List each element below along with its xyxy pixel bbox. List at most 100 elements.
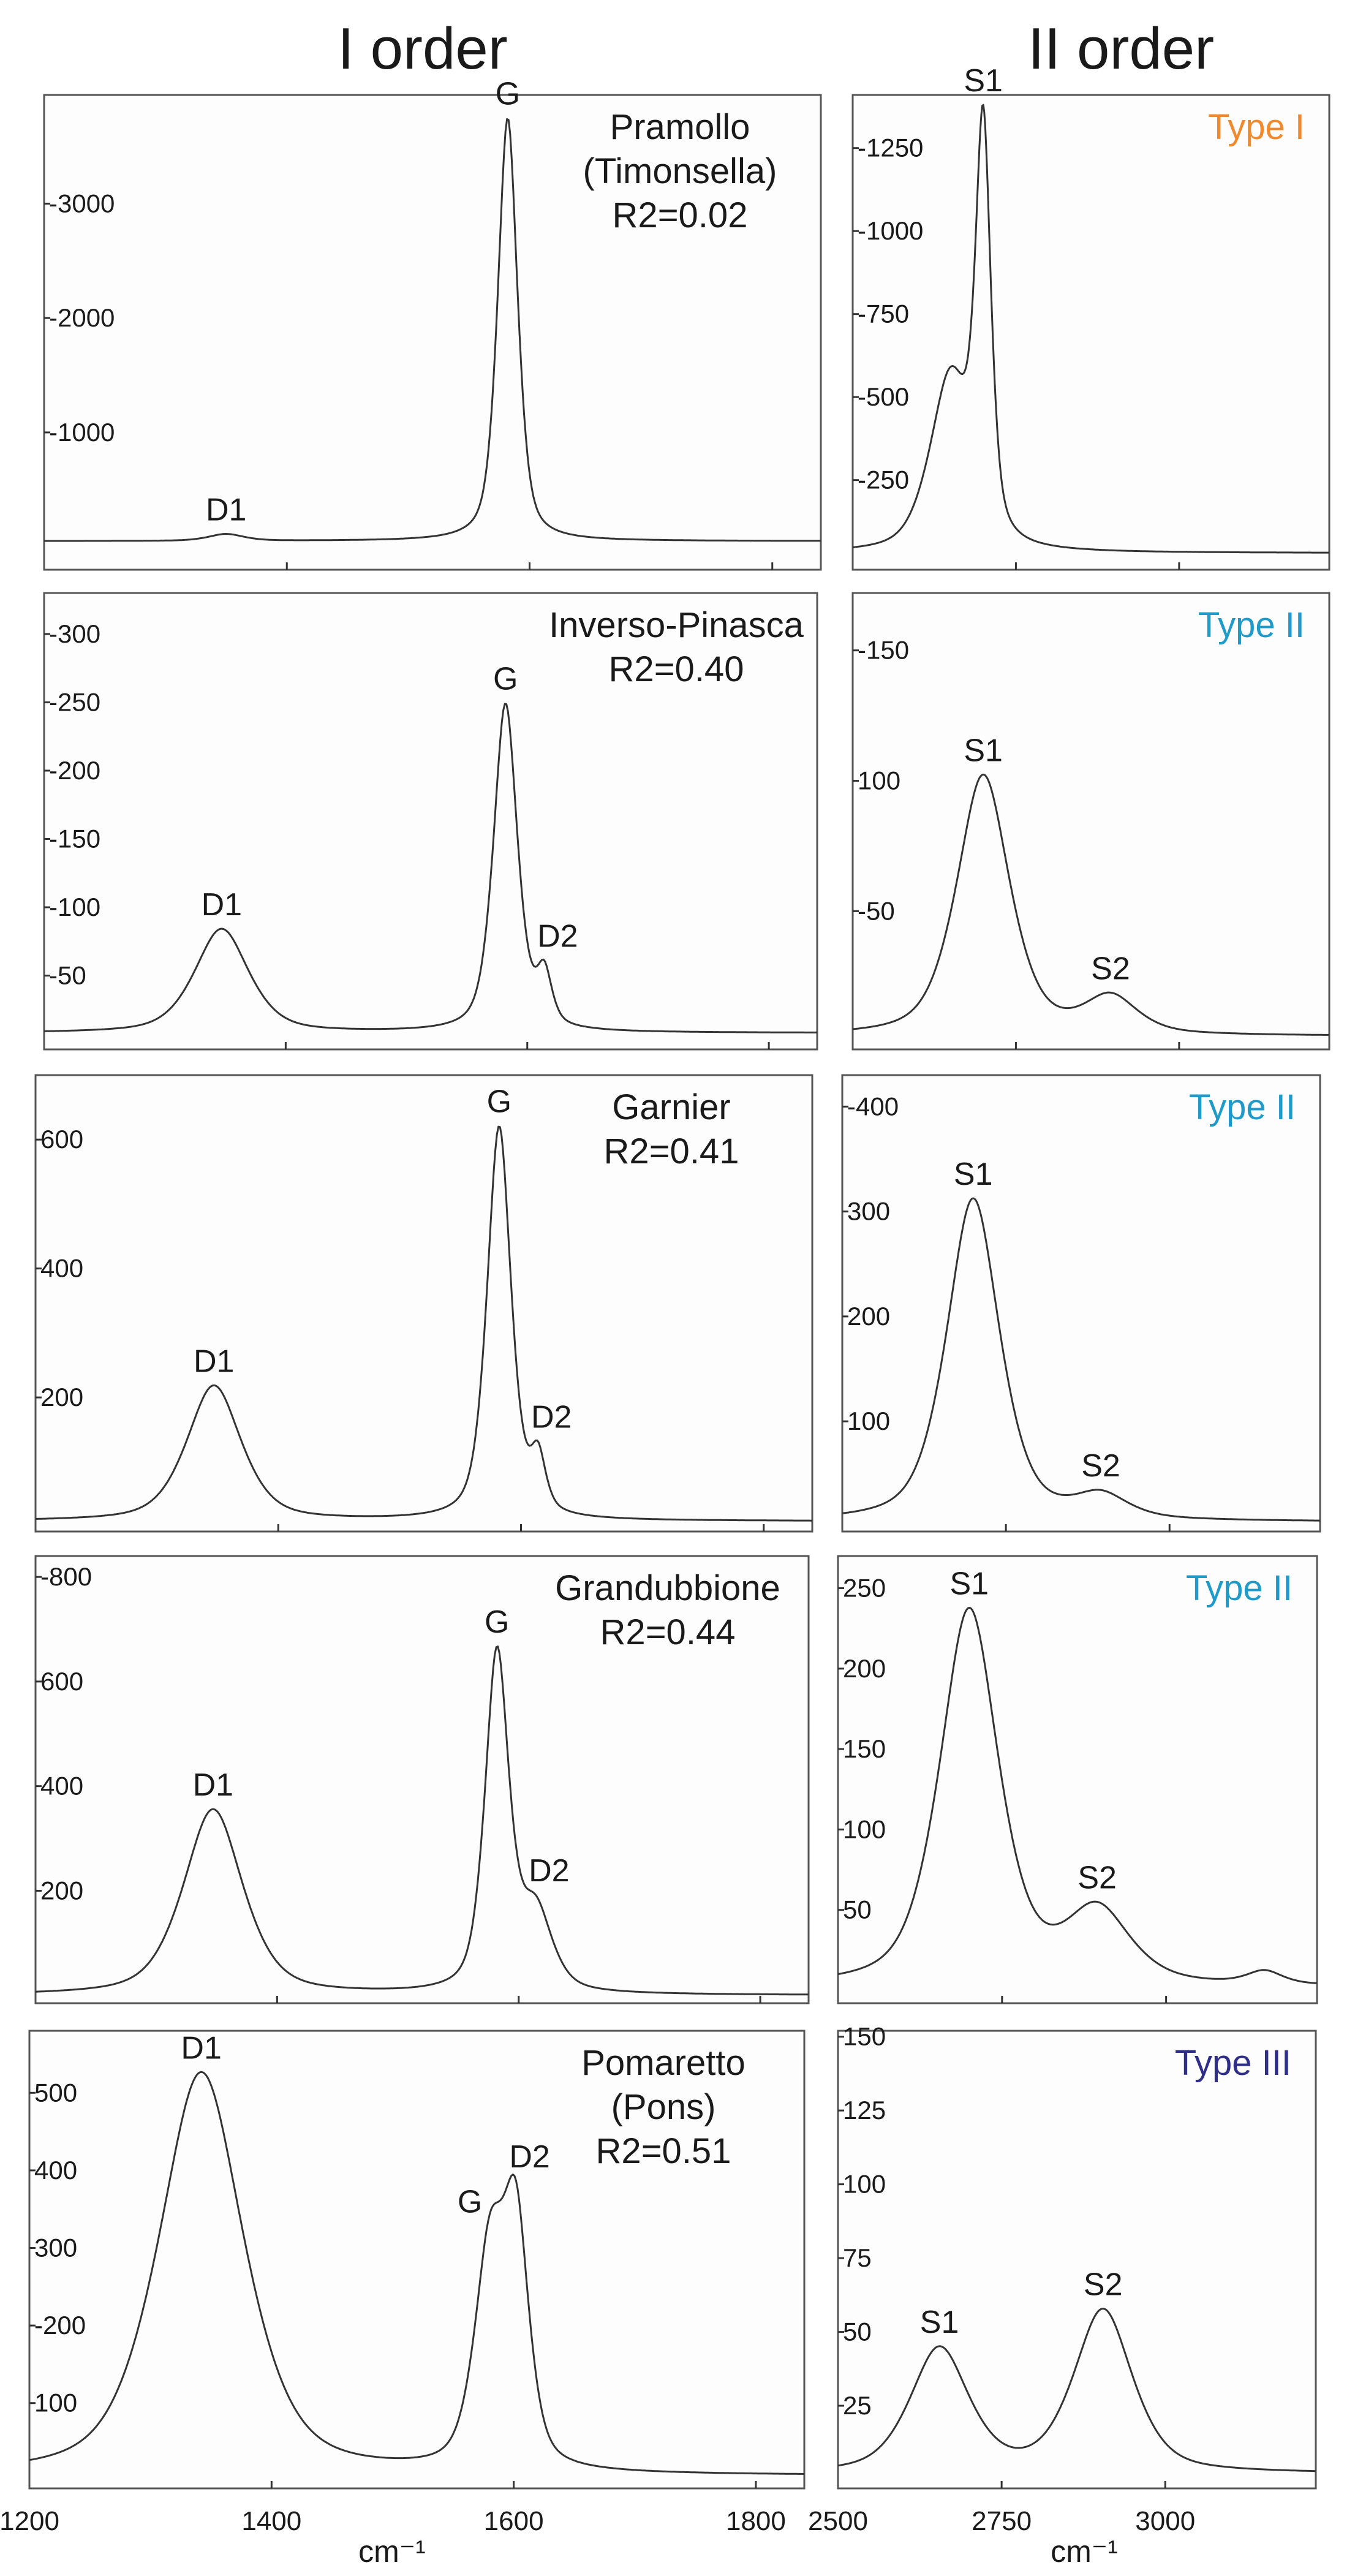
panel-frame	[851, 592, 1330, 1051]
y-tick-label: -1000	[49, 418, 115, 447]
spectrum-line	[43, 703, 817, 1033]
x-tick-label-left: 1800	[726, 2506, 786, 2536]
sample-name: Grandubbione	[555, 1568, 780, 1608]
peak-label-s2: S2	[1078, 1860, 1117, 1896]
panel-frame	[43, 592, 818, 1051]
sample-name: (Timonsella)	[583, 151, 777, 191]
r2-value: R2=0.44	[600, 1612, 736, 1652]
r2-value: R2=0.40	[609, 649, 744, 689]
x-unit-right: cm⁻¹	[1051, 2534, 1118, 2569]
y-tick-label: -800	[40, 1562, 92, 1591]
y-tick-label: -200	[34, 2311, 86, 2340]
peak-label-g: G	[493, 662, 518, 697]
peak-label-d2: D2	[537, 918, 578, 954]
peak-label-g: G	[487, 1084, 511, 1120]
y-tick-label: -1250	[858, 134, 923, 162]
spectrum-line	[852, 773, 1330, 1036]
spectrum-line	[44, 118, 821, 542]
spectrum-line	[29, 2071, 805, 2475]
panel-frame	[837, 2030, 1317, 2490]
sample-name: (Pons)	[611, 2087, 716, 2127]
type-label: Type II	[1186, 1568, 1293, 1608]
y-tick-label: -250	[49, 687, 100, 716]
y-tick-label: 200	[843, 1654, 886, 1683]
peak-label-d1: D1	[202, 887, 242, 923]
peak-label-s1: S1	[964, 733, 1003, 768]
y-tick-label: -150	[49, 824, 100, 853]
spectrum-panel-1: -1000 -2000 -3000 D1 G Pramollo(Timonsella)R2…	[43, 76, 822, 571]
r2-value: R2=0.41	[604, 1131, 739, 1171]
panels: -1000-2000-3000D1GPramollo(Timonsella)R2…	[28, 63, 1330, 2490]
peak-label-s2: S2	[1091, 951, 1130, 986]
y-tick-label: 50	[843, 1895, 872, 1924]
x-tick-label-left: 1600	[484, 2506, 544, 2536]
spectrum-panel-6: 100 200 300 -400 S1 S2 Type II	[841, 1074, 1321, 1533]
spectrum-line	[35, 1645, 809, 1996]
peak-label-g: G	[496, 76, 520, 111]
y-tick-label: 150	[843, 1734, 886, 1763]
x-tick-label-right: 2750	[972, 2506, 1032, 2536]
y-tick-label: -500	[858, 382, 909, 411]
x-unit-left: cm⁻¹	[358, 2534, 426, 2569]
peak-label-d1: D1	[193, 1767, 233, 1803]
y-tick-label: 125	[843, 2096, 886, 2125]
r2-value: R2=0.02	[613, 195, 748, 235]
r2-value: R2=0.51	[596, 2131, 731, 2171]
spectrum-panel-10: 25 50 75 100 125 150 S1 S2 Type III	[837, 2022, 1317, 2490]
spectrum-line	[852, 104, 1329, 554]
spectrum-panel-2: -250 -500 -750 -1000 -1250 S1 Type I	[851, 63, 1330, 571]
header-right: II order	[1028, 16, 1214, 81]
y-tick-label: 250	[843, 1574, 886, 1603]
spectrum-panel-3: -50 -100 -150 -200 -250 -300 D1 G D2 Inverso-Pina…	[43, 592, 818, 1051]
peak-label-d1: D1	[181, 2030, 221, 2066]
y-tick-label: -750	[858, 300, 909, 328]
x-tick-label-left: 1200	[0, 2506, 59, 2536]
x-axes: 1200 1400 1600 1800 2500 2750 3000	[0, 2506, 1195, 2536]
sample-name: Pomaretto	[581, 2043, 745, 2083]
peak-label-s1: S1	[949, 1566, 989, 1601]
spectrum-panel-4: -50 100 -150 S1 S2 Type II	[851, 592, 1330, 1051]
spectrum-line	[837, 2308, 1316, 2472]
peak-label-d1: D1	[194, 1343, 234, 1379]
y-tick-label: 200	[40, 1383, 83, 1411]
panel-frame	[34, 1074, 813, 1533]
y-tick-label: 200	[847, 1302, 890, 1331]
y-tick-label: 75	[843, 2243, 872, 2272]
peak-label-s1: S1	[954, 1157, 993, 1192]
y-tick-label: 150	[843, 2022, 886, 2051]
peak-label-d1: D1	[206, 493, 246, 528]
y-tick-label: 600	[40, 1125, 83, 1154]
header-left: I order	[338, 16, 507, 81]
sample-name: Pramollo	[610, 107, 750, 147]
sample-name: Garnier	[612, 1087, 730, 1127]
y-tick-label: -200	[49, 756, 100, 785]
y-tick-label: 400	[40, 1772, 83, 1800]
spectrum-panel-9: 100 -200 300 400 500 D1 G D2 Pomaretto(Pons)R2=0…	[28, 2030, 806, 2490]
panel-frame	[837, 1555, 1318, 2004]
spectrum-panel-8: 50 100 150 200 250 S1 S2 Type II	[837, 1555, 1318, 2004]
y-tick-label: 300	[847, 1197, 890, 1226]
y-tick-label: 400	[40, 1254, 83, 1283]
sample-name: Inverso-Pinasca	[549, 605, 804, 645]
type-label: Type III	[1175, 2043, 1291, 2083]
x-tick-label-right: 2500	[808, 2506, 868, 2536]
spectrum-line	[837, 1606, 1318, 1984]
y-tick-label: 100	[858, 766, 900, 795]
y-tick-label: -100	[49, 893, 100, 921]
peak-label-s2: S2	[1084, 2267, 1123, 2303]
peak-label-g: G	[485, 1604, 509, 1640]
y-tick-label: 400	[34, 2156, 77, 2185]
panel-frame	[851, 94, 1330, 571]
panel-frame	[841, 1074, 1321, 1533]
y-tick-label: -250	[858, 466, 909, 494]
peak-label-s1: S1	[920, 2305, 959, 2340]
peak-label-d2: D2	[531, 1400, 572, 1435]
y-tick-label: -2000	[49, 303, 115, 332]
y-tick-label: -400	[847, 1092, 899, 1120]
type-label: Type II	[1198, 605, 1305, 645]
type-label: Type II	[1189, 1087, 1296, 1127]
y-tick-label: 500	[34, 2078, 77, 2107]
